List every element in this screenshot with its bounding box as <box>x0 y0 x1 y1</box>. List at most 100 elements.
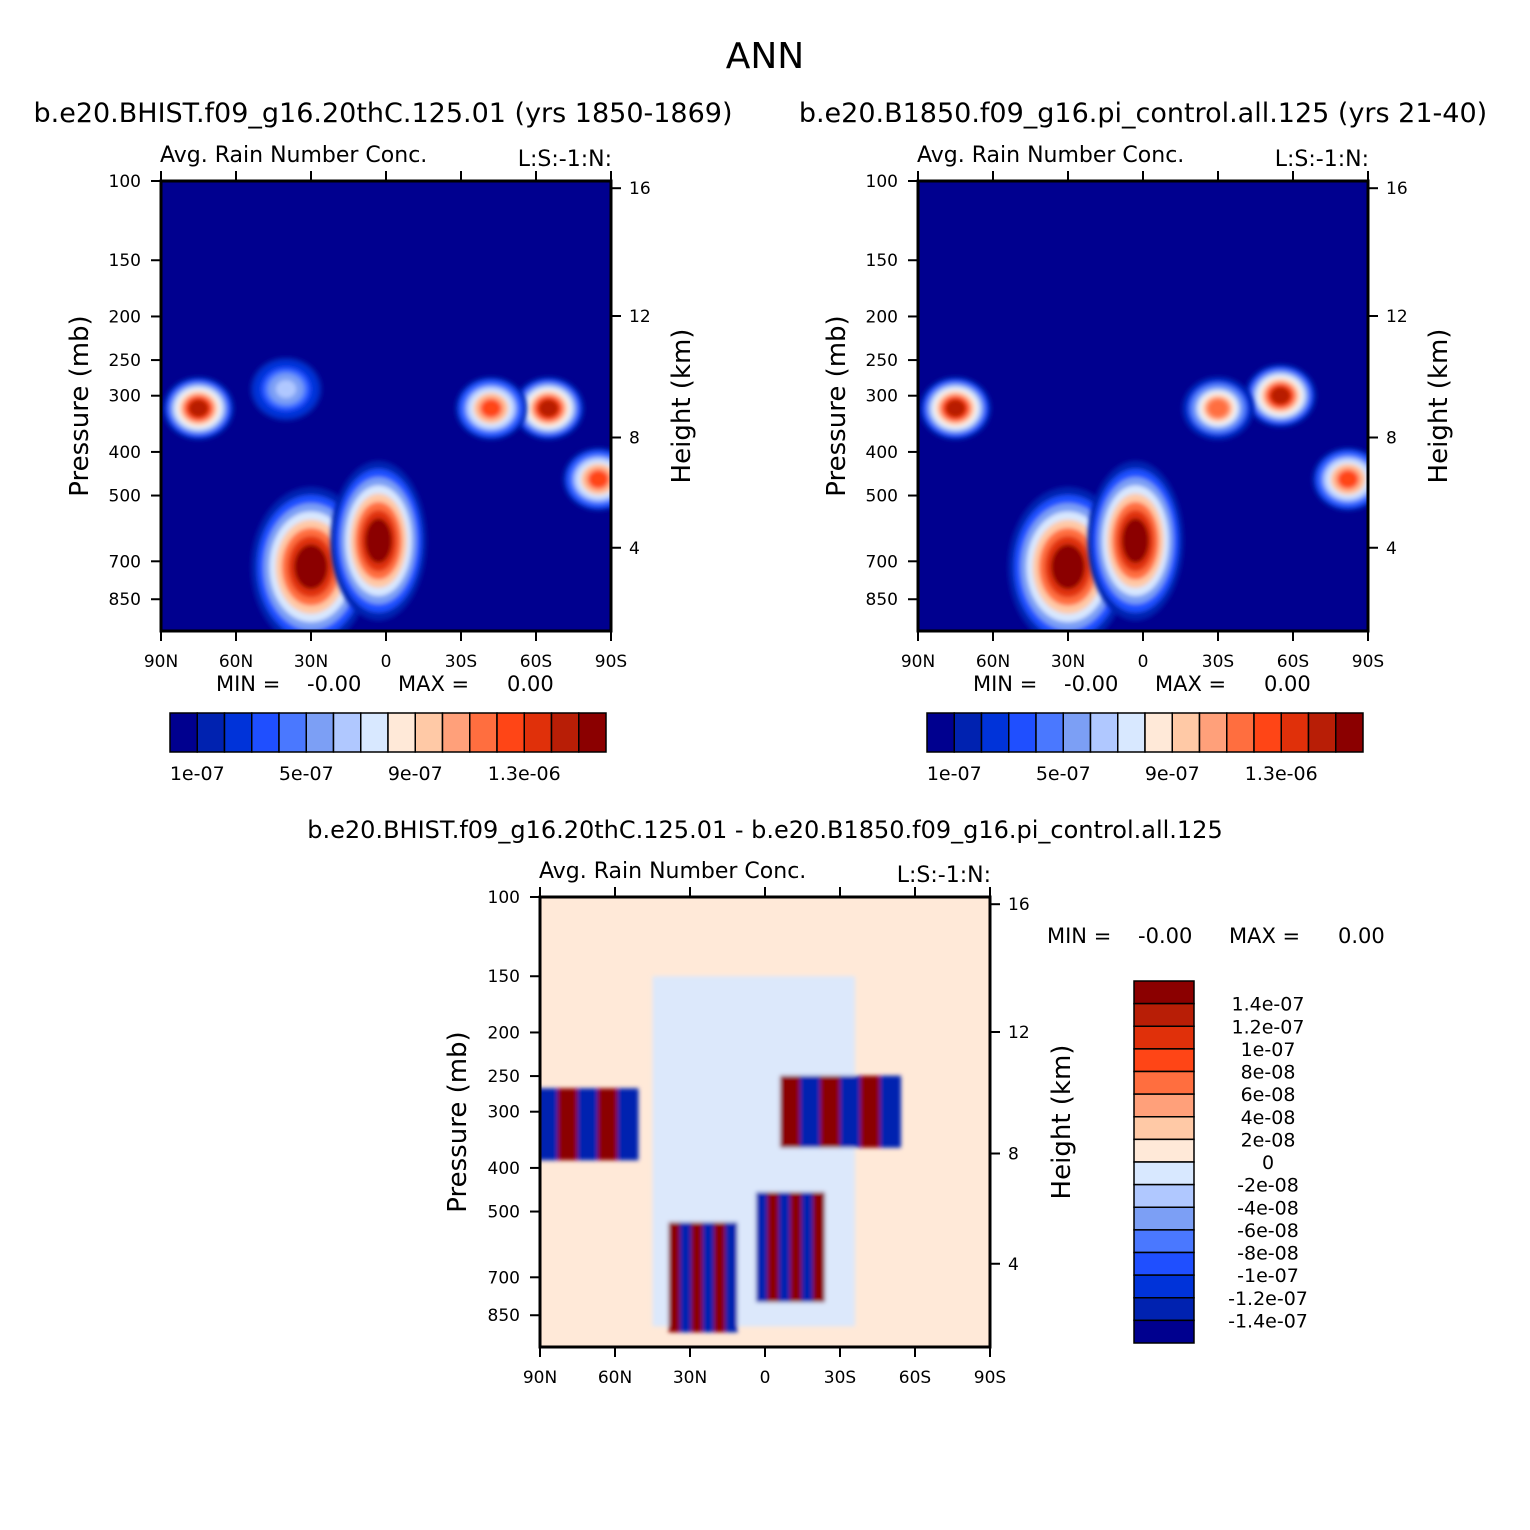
field-feature <box>512 376 585 441</box>
contour-level <box>679 1222 693 1333</box>
panel3-ylabel-right: Height (km) <box>1047 1045 1077 1200</box>
contour-level <box>800 1075 821 1148</box>
x-tick-label: 30S <box>1202 652 1234 672</box>
x-tick-label: 90S <box>595 652 627 672</box>
panel1-min-label: MIN = <box>216 672 280 696</box>
x-tick-label: 30N <box>294 652 328 672</box>
x-tick-label: 60N <box>219 652 253 672</box>
panel-case1: Avg. Rain Number Conc. L:S:-1:N: 90N 60N 3… <box>65 143 697 785</box>
field-feature <box>919 376 992 441</box>
panel2-title: Avg. Rain Number Conc. <box>917 143 1184 168</box>
colorbar-box <box>1035 712 1064 753</box>
panel2-ylabel-right: Height (km) <box>1424 329 1454 484</box>
colorbar-box <box>1008 712 1037 753</box>
y-tick-label: 850 <box>488 1306 520 1326</box>
colorbar-box <box>360 712 389 753</box>
contour-level <box>557 1088 579 1161</box>
colorbar-label: 9e-07 <box>388 763 443 785</box>
colorbar-label: 1.2e-07 <box>1232 1016 1305 1038</box>
contour-level <box>778 1192 791 1303</box>
colorbar-box <box>387 712 416 753</box>
x-tick-label: 0 <box>1138 652 1149 672</box>
colorbar-box <box>1307 712 1337 753</box>
colorbar-box <box>578 712 607 753</box>
colorbar-label: 9e-07 <box>1145 763 1200 785</box>
contour-level <box>1270 386 1291 405</box>
colorbar-label: 6e-08 <box>1241 1084 1296 1106</box>
colorbar-box <box>1133 1206 1195 1231</box>
field-feature <box>1244 363 1317 428</box>
y-tick-label: 250 <box>866 351 898 371</box>
colorbar-label: 1.3e-06 <box>1245 763 1318 785</box>
field-feature <box>330 460 427 621</box>
field-feature <box>250 357 322 422</box>
colorbar-label: -4e-08 <box>1237 1197 1299 1219</box>
panel3-min-value: -0.00 <box>1138 924 1192 948</box>
panel-difference: Avg. Rain Number Conc. L:S:-1:N: 90N 60N 3… <box>443 859 1385 1388</box>
colorbar-box <box>1133 1161 1195 1186</box>
y-tick-label: 500 <box>488 1203 520 1223</box>
colorbar-box <box>1117 712 1146 753</box>
contour-level <box>480 399 502 418</box>
colorbar-label: 1e-07 <box>1241 1039 1296 1061</box>
y-tick-label: 850 <box>109 590 141 610</box>
contour-level <box>668 1222 681 1333</box>
y-tick-label: 250 <box>109 351 141 371</box>
y-tick-label: 100 <box>109 172 141 192</box>
y-tick-label: 250 <box>488 1067 520 1087</box>
colorbar-box <box>169 712 198 753</box>
colorbar-box <box>305 712 335 753</box>
colorbar-box <box>953 712 983 753</box>
colorbar-box <box>980 712 1010 753</box>
colorbar-box <box>414 712 444 753</box>
field-feature <box>562 447 611 512</box>
y-tick-right-label: 16 <box>1386 179 1408 199</box>
y-tick-label: 400 <box>488 1159 520 1179</box>
colorbar-box <box>1062 712 1092 753</box>
colorbar-box <box>278 712 307 753</box>
y-tick-label: 500 <box>866 487 898 507</box>
contour-level <box>1122 518 1149 564</box>
panel3-max-value: 0.00 <box>1338 924 1385 948</box>
colorbar-box <box>1133 980 1195 1005</box>
contour-level <box>365 518 392 564</box>
case2-title: b.e20.B1850.f09_g16.pi_control.all.125 (… <box>799 98 1487 129</box>
y-tick-right-label: 4 <box>1386 539 1397 559</box>
y-tick-right-label: 16 <box>1008 895 1030 915</box>
panel1-title: Avg. Rain Number Conc. <box>160 143 427 168</box>
contour-level <box>597 1088 619 1161</box>
colorbar-box <box>1133 1319 1195 1344</box>
y-tick-label: 100 <box>866 172 898 192</box>
colorbar-box <box>1253 712 1282 753</box>
panel3-ylabel: Pressure (mb) <box>443 1031 473 1212</box>
colorbar-label: -1e-07 <box>1237 1265 1299 1287</box>
x-tick-label: 0 <box>760 1368 771 1388</box>
y-tick-label: 300 <box>109 387 141 407</box>
y-tick-label: 150 <box>109 251 141 271</box>
panel1-min-value: -0.00 <box>307 672 361 696</box>
y-tick-right-label: 16 <box>629 179 651 199</box>
panel1-ylabel: Pressure (mb) <box>65 315 95 496</box>
y-tick-label: 700 <box>109 552 141 572</box>
x-tick-label: 90N <box>523 1368 557 1388</box>
colorbar-box <box>496 712 525 753</box>
contour-level <box>188 399 209 418</box>
colorbar-box <box>1133 1048 1195 1073</box>
colorbar-box <box>1198 712 1228 753</box>
y-tick-right-label: 8 <box>1386 429 1397 449</box>
y-tick-label: 200 <box>488 1023 520 1043</box>
x-tick-label: 0 <box>381 652 392 672</box>
field-feature <box>1312 447 1368 512</box>
y-tick-label: 300 <box>866 387 898 407</box>
field-feature <box>162 376 235 441</box>
contour-level <box>880 1075 901 1148</box>
x-tick-label: 60S <box>1277 652 1309 672</box>
colorbar-box <box>1144 712 1173 753</box>
case1-title: b.e20.BHIST.f09_g16.20thC.125.01 (yrs 18… <box>33 98 732 129</box>
colorbar-box <box>223 712 253 753</box>
y-tick-right-label: 4 <box>1008 1255 1019 1275</box>
panel1-max-label: MAX = <box>398 672 469 696</box>
y-tick-right-label: 4 <box>629 539 640 559</box>
x-tick-label: 90N <box>144 652 178 672</box>
panel2-min-label: MIN = <box>973 672 1037 696</box>
